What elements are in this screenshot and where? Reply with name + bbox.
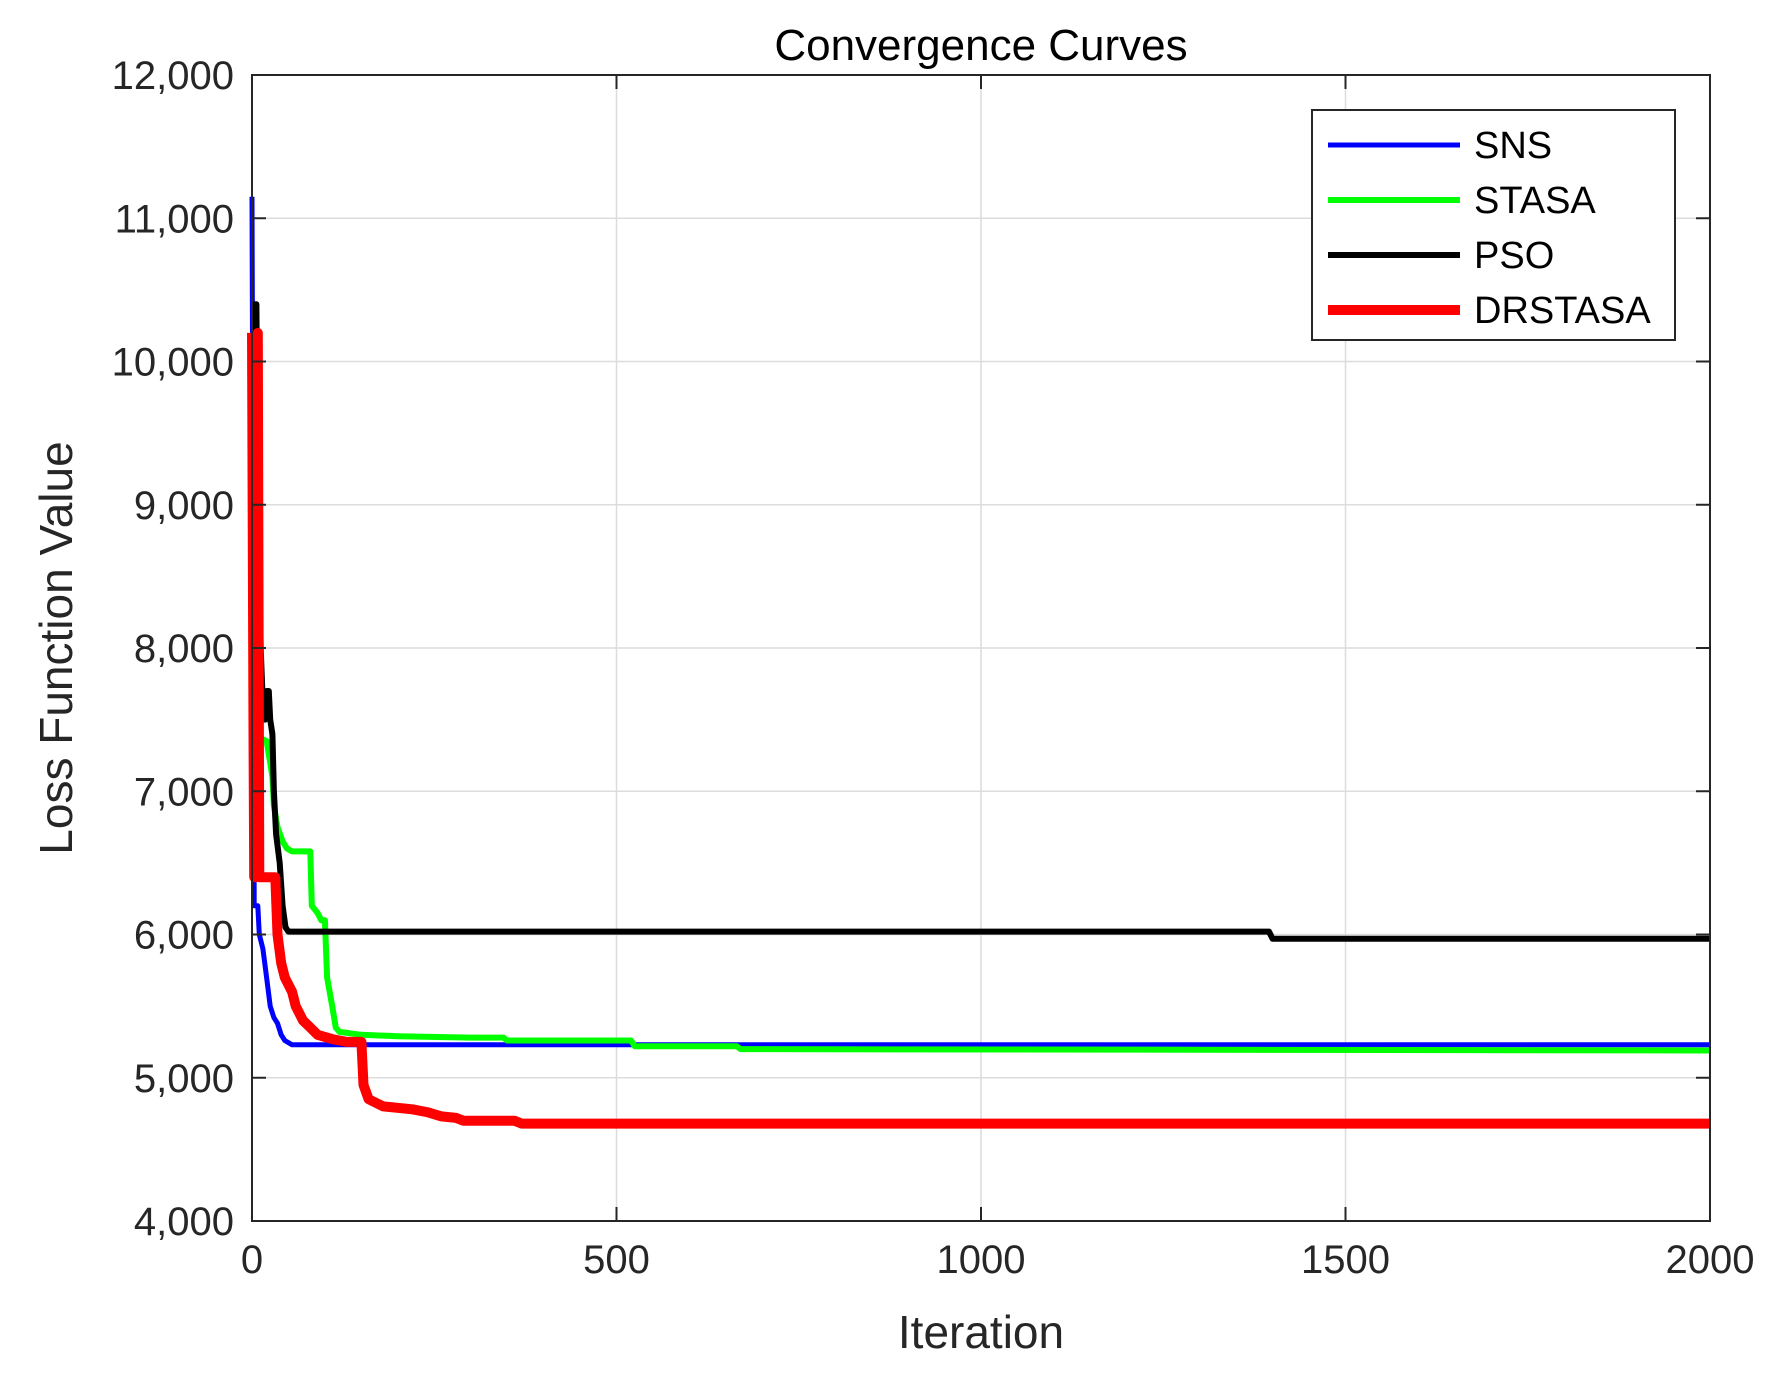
x-axis-title: Iteration xyxy=(898,1306,1064,1358)
legend-label-stasa: STASA xyxy=(1474,180,1596,222)
y-tick-label: 6,000 xyxy=(134,914,234,958)
y-tick-label: 5,000 xyxy=(134,1057,234,1101)
series-line-drstasa xyxy=(247,327,1710,1129)
y-tick-label: 9,000 xyxy=(134,484,234,528)
chart-title: Convergence Curves xyxy=(774,21,1187,70)
x-tick-label: 0 xyxy=(241,1238,263,1282)
y-tick-label: 12,000 xyxy=(112,54,234,98)
series-line-sns xyxy=(249,196,1710,1048)
tick-labels: 0 500 1000 1500 2000 4,000 5,000 6,000 7,000 8,00… xyxy=(112,54,1755,1282)
x-tick-label: 500 xyxy=(583,1238,650,1282)
legend-label-drstasa: DRSTASA xyxy=(1474,290,1651,332)
x-tick-label: 1000 xyxy=(937,1238,1026,1282)
axis-ticks xyxy=(251,74,1711,1222)
legend-label-sns: SNS xyxy=(1474,125,1552,167)
legend-label-pso: PSO xyxy=(1474,235,1554,277)
legend-box xyxy=(1311,109,1676,341)
x-tick-label: 1500 xyxy=(1301,1238,1390,1282)
y-tick-label: 10,000 xyxy=(112,341,234,385)
series-lines xyxy=(247,196,1711,1129)
legend: SNS STASA PSO DRSTASA xyxy=(1311,109,1676,341)
y-axis-title: Loss Function Value xyxy=(30,441,82,854)
x-tick-label: 2000 xyxy=(1666,1238,1755,1282)
y-tick-label: 4,000 xyxy=(134,1200,234,1244)
y-tick-label: 11,000 xyxy=(115,197,234,241)
legend-entries: SNS STASA PSO DRSTASA xyxy=(1328,125,1651,332)
y-tick-label: 7,000 xyxy=(134,770,234,814)
y-tick-label: 8,000 xyxy=(134,627,234,671)
